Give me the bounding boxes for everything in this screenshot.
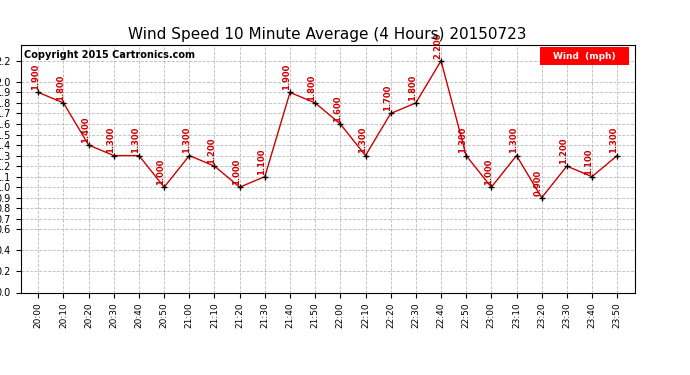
- Text: 1.000: 1.000: [232, 159, 241, 185]
- Text: 2.200: 2.200: [433, 32, 442, 59]
- Title: Wind Speed 10 Minute Average (4 Hours) 20150723: Wind Speed 10 Minute Average (4 Hours) 2…: [128, 27, 527, 42]
- Text: 1.300: 1.300: [181, 127, 190, 153]
- Text: 1.200: 1.200: [207, 138, 216, 164]
- Text: 1.000: 1.000: [484, 159, 493, 185]
- Text: 1.300: 1.300: [609, 127, 618, 153]
- Text: 1.100: 1.100: [584, 148, 593, 174]
- Text: 0.900: 0.900: [534, 170, 543, 196]
- Text: Copyright 2015 Cartronics.com: Copyright 2015 Cartronics.com: [23, 50, 195, 60]
- Text: 1.300: 1.300: [509, 127, 518, 153]
- Text: 1.300: 1.300: [106, 127, 115, 153]
- Text: 1.300: 1.300: [458, 127, 467, 153]
- Text: 1.100: 1.100: [257, 148, 266, 174]
- Text: 1.800: 1.800: [408, 75, 417, 101]
- Text: 1.200: 1.200: [559, 138, 568, 164]
- Text: 1.600: 1.600: [333, 95, 342, 122]
- Text: 1.300: 1.300: [357, 127, 367, 153]
- Text: 1.000: 1.000: [157, 159, 166, 185]
- Text: 1.800: 1.800: [56, 75, 65, 101]
- Text: 1.400: 1.400: [81, 117, 90, 143]
- Text: 1.900: 1.900: [30, 64, 39, 90]
- Text: 1.300: 1.300: [131, 127, 140, 153]
- Text: 1.800: 1.800: [308, 75, 317, 101]
- Text: 1.900: 1.900: [282, 64, 291, 90]
- Text: 1.700: 1.700: [383, 85, 392, 111]
